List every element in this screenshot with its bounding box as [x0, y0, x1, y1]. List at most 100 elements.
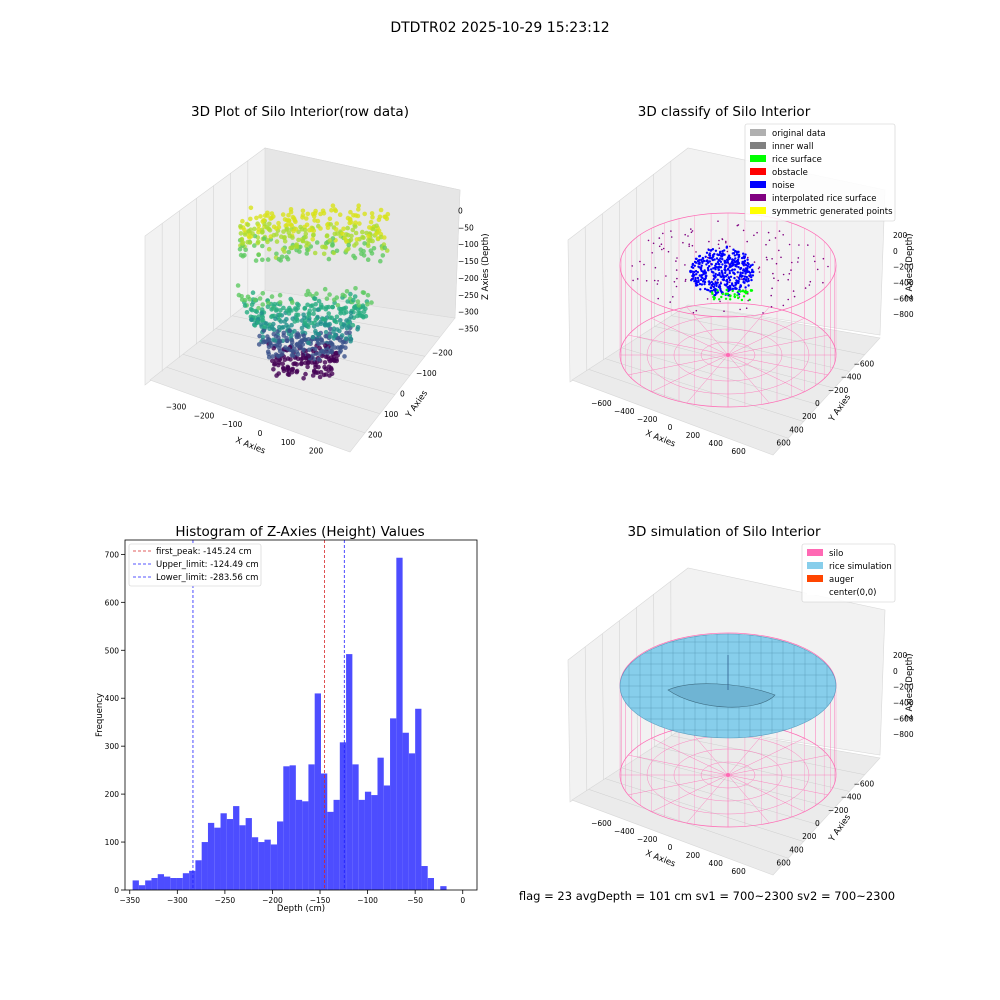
point — [350, 322, 356, 328]
noise-point — [700, 276, 703, 279]
interpolated-point — [652, 242, 655, 245]
point — [352, 294, 358, 299]
interpolated-point — [662, 247, 665, 250]
point — [247, 240, 253, 245]
point — [344, 318, 349, 323]
noise-point — [701, 256, 705, 260]
panel2-legend: original data inner wall rice surface obsta… — [744, 123, 896, 222]
histogram-bar — [333, 799, 340, 890]
point — [294, 312, 299, 318]
histogram-bar — [251, 837, 259, 890]
point — [351, 297, 356, 303]
point — [377, 214, 383, 220]
interpolated-point — [775, 262, 778, 265]
point — [353, 305, 358, 311]
silo-center-mark — [726, 353, 730, 357]
histogram-ytick-label: 700 — [105, 550, 120, 559]
point — [250, 231, 255, 236]
interpolated-point — [684, 233, 686, 236]
point — [316, 341, 322, 347]
histogram-xtick-label: −100 — [357, 896, 378, 905]
panel1-points — [235, 203, 391, 381]
point — [300, 330, 305, 335]
point — [327, 321, 333, 327]
grid-line — [671, 315, 865, 355]
interpolated-point — [667, 250, 670, 253]
silo-floor-spoke — [727, 754, 828, 776]
histogram-legend-label: Upper_limit: -124.49 cm — [156, 560, 259, 570]
point — [284, 222, 290, 228]
panel4-legend-label: center(0,0) — [829, 588, 877, 598]
point — [290, 235, 295, 240]
histogram-ytick-label: 300 — [105, 742, 120, 751]
point — [260, 334, 266, 340]
noise-point — [726, 259, 729, 262]
interpolated-point — [691, 244, 694, 247]
point — [272, 361, 278, 367]
figure-suptitle: DTDTR02 2025-10-29 15:23:12 — [390, 20, 609, 36]
point — [307, 291, 313, 297]
histogram-bar — [320, 773, 328, 890]
interpolated-point — [729, 245, 731, 248]
rice-surface-point — [712, 298, 716, 301]
interpolated-point — [787, 278, 789, 281]
point — [327, 373, 332, 378]
point — [376, 228, 382, 233]
point — [265, 349, 271, 355]
point — [329, 341, 335, 347]
point — [357, 221, 362, 226]
point — [342, 354, 347, 359]
point — [314, 240, 320, 245]
point — [306, 337, 311, 342]
panel1-ytick-label: 100 — [384, 410, 399, 419]
noise-point — [727, 276, 731, 280]
panel-histogram: Histogram of Z-Axies (Height) Values −35… — [95, 524, 478, 914]
histogram-bar — [277, 821, 284, 890]
interpolated-point — [692, 311, 695, 314]
noise-point — [719, 287, 722, 290]
interpolated-point — [771, 287, 773, 290]
interpolated-point — [687, 235, 689, 237]
point — [327, 315, 333, 320]
noise-point — [734, 257, 737, 260]
point — [362, 241, 367, 246]
panel1-ztick-label: −200 — [458, 274, 479, 283]
panel3-title: Histogram of Z-Axies (Height) Values — [175, 524, 424, 540]
rice-surface-point — [724, 297, 728, 300]
rice-surface-point — [737, 290, 740, 293]
point — [344, 239, 349, 244]
point — [295, 341, 300, 347]
point — [272, 304, 277, 309]
point — [242, 232, 248, 237]
noise-point — [723, 259, 727, 263]
point — [274, 251, 279, 257]
noise-point — [742, 278, 745, 281]
panel2-legend-swatch — [750, 129, 766, 136]
noise-point — [701, 260, 704, 263]
point — [278, 319, 284, 324]
noise-point — [697, 265, 700, 268]
noise-point — [739, 271, 742, 274]
rice-surface-point — [731, 289, 734, 293]
noise-point — [694, 257, 698, 260]
interpolated-point — [808, 284, 811, 286]
point — [296, 334, 302, 339]
noise-point — [735, 260, 738, 263]
noise-point — [723, 268, 726, 271]
histogram-vlines — [192, 540, 345, 890]
panel-simulation: 3D simulation of Silo Interior −600−400−… — [567, 524, 915, 876]
point — [285, 356, 291, 361]
noise-point — [737, 261, 741, 265]
point — [300, 215, 305, 220]
point — [310, 373, 316, 378]
point — [327, 238, 333, 243]
histogram-bar — [289, 765, 296, 890]
noise-point — [710, 263, 713, 266]
noise-point — [714, 264, 717, 267]
panel1-xtick-label: 200 — [309, 447, 324, 456]
histogram-legend-label: first_peak: -145.24 cm — [156, 547, 252, 557]
point — [273, 358, 279, 363]
panel1-ztick-label: −50 — [458, 223, 474, 232]
rice-surface-point — [739, 290, 742, 293]
interpolated-point — [736, 276, 738, 278]
